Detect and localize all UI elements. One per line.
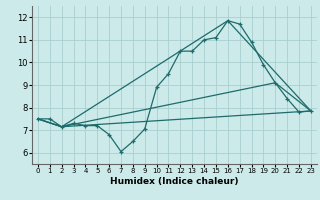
X-axis label: Humidex (Indice chaleur): Humidex (Indice chaleur) (110, 177, 239, 186)
